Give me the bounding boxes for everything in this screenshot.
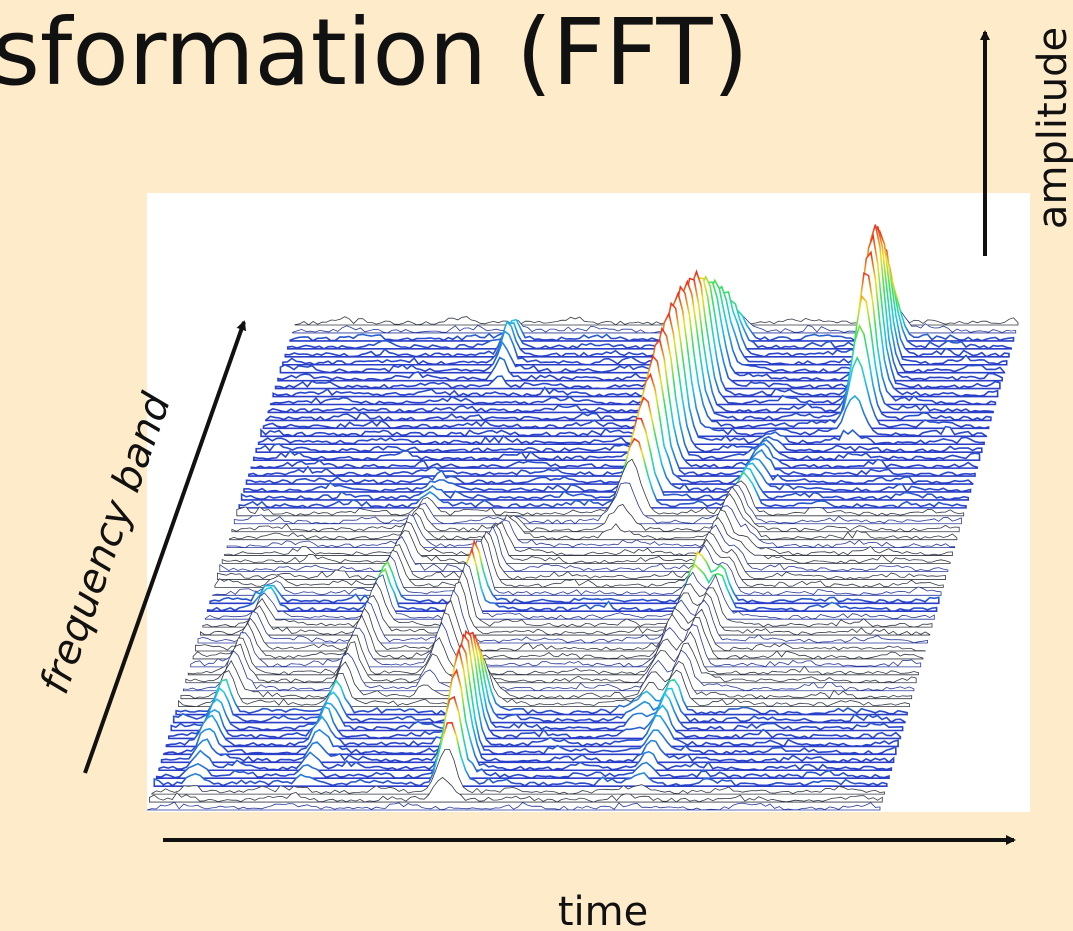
slide-title: sformation (FFT) [0, 0, 748, 106]
frequency-arrow [83, 320, 247, 774]
waterfall-row [158, 668, 893, 772]
waterfall-row [172, 634, 906, 724]
waterfall-row [245, 372, 974, 485]
waterfall-row [206, 547, 938, 613]
waterfall-row [238, 437, 967, 509]
waterfall-row [204, 562, 935, 620]
waterfall-row [257, 301, 985, 446]
waterfall-row [155, 695, 890, 779]
waterfall-row [151, 749, 885, 795]
waterfall-row [252, 326, 981, 462]
waterfall-row [250, 338, 979, 469]
waterfall-row [190, 621, 922, 668]
waterfall-row [160, 649, 895, 764]
waterfall-row [175, 641, 908, 716]
waterfall-row [195, 599, 926, 652]
waterfall-row [165, 633, 899, 748]
waterfall-row [248, 354, 976, 477]
waterfall-row [199, 581, 931, 636]
waterfall-row [202, 569, 933, 628]
waterfall-row [255, 311, 983, 454]
waterfall [146, 224, 1019, 811]
waterfall-row [153, 721, 888, 787]
waterfall-row [187, 631, 919, 676]
waterfall-row [180, 659, 913, 700]
waterfall-row [236, 458, 965, 517]
time-label: time [558, 889, 648, 931]
waterfall-row [167, 629, 902, 740]
waterfall-row [170, 631, 904, 732]
waterfall-row [192, 612, 924, 660]
waterfall-row [240, 417, 970, 501]
waterfall-row [182, 649, 915, 692]
waterfall-row [163, 642, 897, 756]
waterfall-row [265, 279, 992, 422]
waterfall-row [146, 801, 881, 811]
waterfall-row [185, 641, 917, 684]
amplitude-label: amplitude [1030, 27, 1073, 229]
waterfall-row [267, 277, 994, 414]
waterfall-row [260, 290, 988, 438]
waterfall-row [262, 284, 990, 430]
waterfall-row [148, 776, 883, 803]
waterfall-row [243, 396, 972, 493]
waterfall-row [269, 269, 997, 406]
waterfall-row [178, 653, 910, 708]
waterfall-row [197, 589, 928, 644]
